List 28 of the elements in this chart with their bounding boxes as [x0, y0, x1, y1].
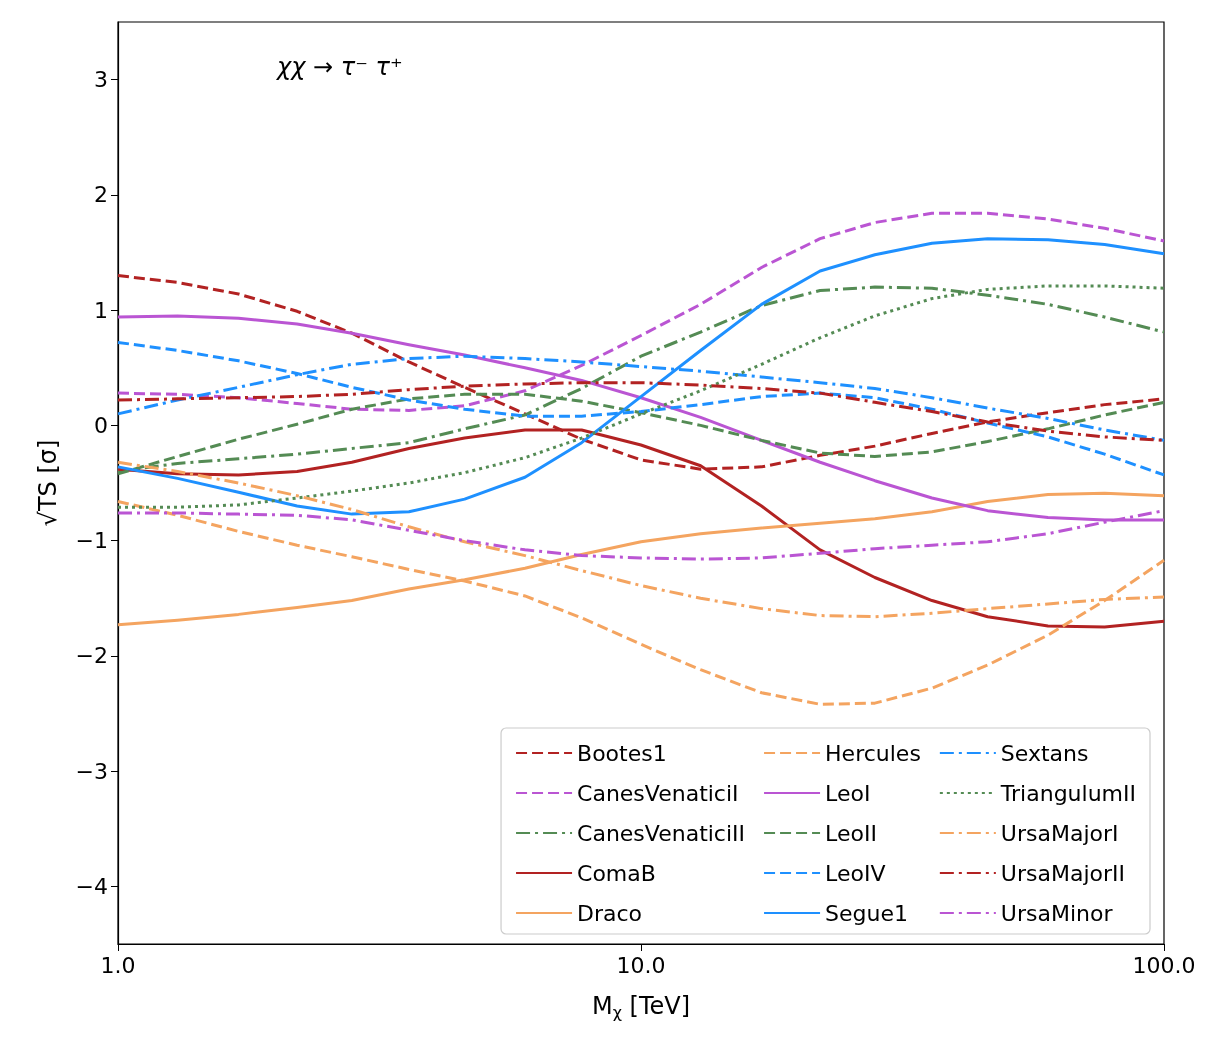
legend-label: ComaB	[577, 860, 656, 886]
legend-label: Draco	[577, 900, 643, 926]
x-tick-label: 10.0	[616, 952, 666, 978]
y-tick-label: −2	[75, 643, 108, 669]
legend-label: TriangulumII	[999, 780, 1137, 806]
legend-label: Sextans	[1000, 740, 1089, 766]
y-tick-label: 2	[94, 182, 108, 208]
legend-label: UrsaMajorI	[1000, 820, 1119, 846]
y-tick-label: 1	[94, 297, 108, 323]
legend-label: CanesVenaticiII	[577, 820, 746, 846]
y-tick-label: −3	[75, 758, 108, 784]
x-tick-label: 1.0	[100, 952, 136, 978]
legend-label: CanesVenaticiI	[577, 780, 739, 806]
y-tick-label: −1	[75, 528, 108, 554]
x-tick-label: 100.0	[1132, 952, 1196, 978]
text: χχ → τ⁻ τ⁺	[275, 53, 403, 81]
legend-label: LeoII	[825, 820, 877, 846]
legend-label: Segue1	[825, 900, 909, 926]
legend-label: Bootes1	[577, 740, 667, 766]
legend-label: LeoIV	[825, 860, 886, 886]
y-tick-label: −4	[75, 873, 108, 899]
legend-label: Hercules	[825, 740, 921, 766]
legend-label: LeoI	[825, 780, 871, 806]
y-tick-label: 0	[94, 412, 108, 438]
y-tick-label: 3	[94, 67, 108, 93]
y-axis-title: √TS [σ]	[34, 439, 62, 527]
legend-label: UrsaMinor	[1000, 900, 1114, 926]
legend-label: UrsaMajorII	[1000, 860, 1125, 886]
